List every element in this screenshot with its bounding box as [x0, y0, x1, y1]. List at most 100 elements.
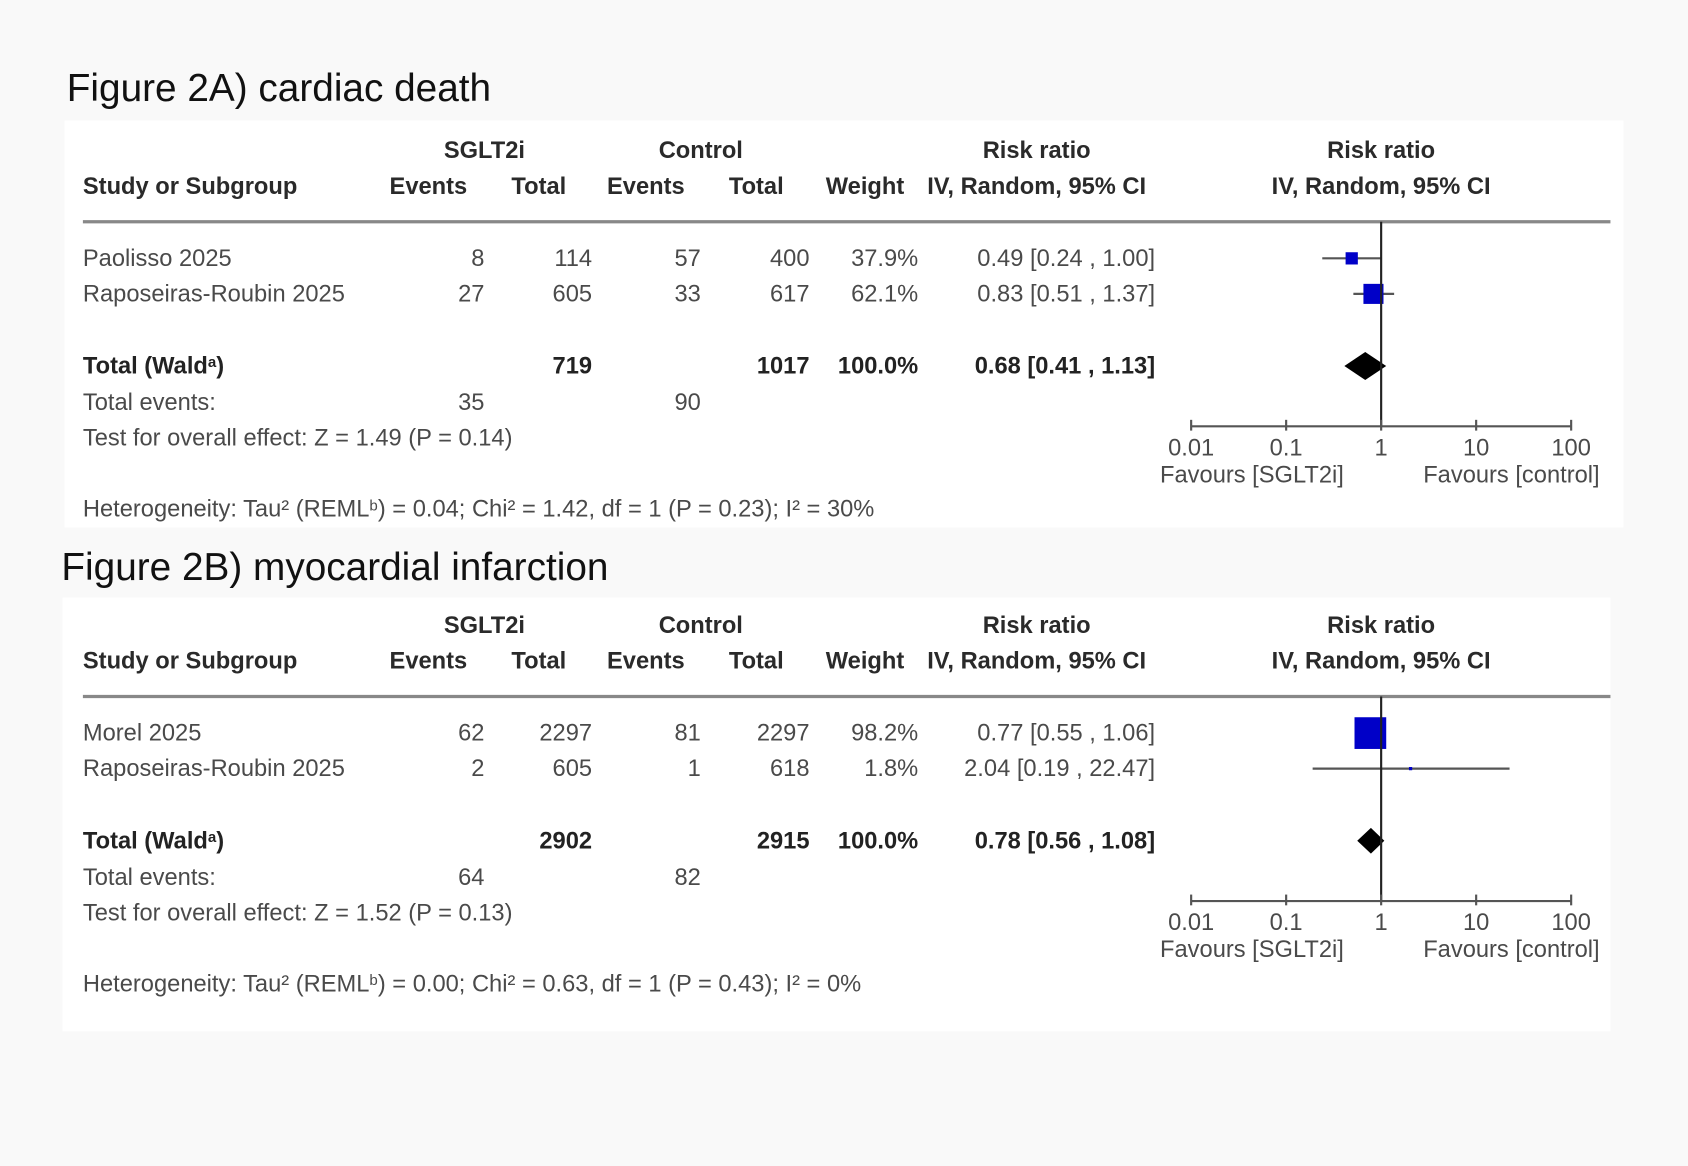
header-effect: Risk ratio	[982, 611, 1091, 639]
weight: 62.1%	[851, 279, 919, 307]
total-control: 618	[770, 754, 810, 782]
study-name: Morel 2025	[82, 719, 202, 747]
header-total-2: Total	[728, 646, 784, 674]
total-sglt2i: 605	[552, 754, 593, 782]
study-name: Raposeiras-Roubin 2025	[82, 279, 345, 307]
header-group1: SGLT2i	[443, 611, 525, 639]
total-sglt2i: 605	[552, 279, 593, 307]
total-events-sglt2i: 35	[458, 388, 485, 416]
header-effect-plot: Risk ratio	[1327, 136, 1436, 164]
header-total-1: Total	[511, 646, 567, 674]
risk-ratio-ci: 0.77 [0.55 , 1.06]	[977, 719, 1156, 747]
total-control: 617	[770, 279, 810, 307]
study-name: Raposeiras-Roubin 2025	[82, 754, 345, 782]
events-control: 57	[674, 244, 701, 272]
heterogeneity: Heterogeneity: Tau² (REMLb) = 0.00; Chi²…	[83, 970, 861, 998]
heterogeneity-sup: b	[369, 971, 378, 989]
heterogeneity-post: ) = 0.00; Chi² = 0.63, df = 1 (P = 0.43)…	[377, 969, 862, 997]
header-total-1: Total	[511, 172, 567, 200]
total-events-label: Total events:	[82, 863, 216, 891]
header-method: IV, Random, 95% CI	[927, 172, 1147, 200]
favours-left-label: Favours [SGLT2i]	[1160, 935, 1344, 963]
study-marker	[1363, 283, 1384, 304]
figure-title: Figure 2A) cardiac death	[66, 65, 492, 110]
events-sglt2i: 62	[458, 719, 485, 747]
forest-plot-panel	[62, 597, 1611, 1032]
total-events-control: 82	[674, 863, 701, 891]
header-group2: Control	[658, 611, 743, 639]
x-tick-label: 0.1	[1269, 908, 1303, 936]
total-events-label: Total events:	[82, 388, 216, 416]
x-tick-label: 0.1	[1269, 433, 1303, 461]
header-method-plot: IV, Random, 95% CI	[1271, 646, 1491, 674]
risk-ratio-ci: 2.04 [0.19 , 22.47]	[964, 754, 1156, 782]
heterogeneity-pre: Heterogeneity: Tau² (REML	[82, 969, 370, 997]
summary-diamond	[1357, 827, 1385, 854]
figure-title: Figure 2B) myocardial infarction	[61, 544, 609, 589]
header-method: IV, Random, 95% CI	[927, 646, 1147, 674]
header-weight: Weight	[825, 172, 905, 200]
header-method-plot: IV, Random, 95% CI	[1271, 172, 1491, 200]
header-total-2: Total	[728, 172, 784, 200]
x-tick-label: 10	[1462, 433, 1490, 461]
total-control: 400	[770, 244, 810, 272]
total-label-end: )	[216, 352, 225, 379]
total-events-control: 90	[674, 388, 701, 416]
total-ci: 0.78 [0.56 , 1.08]	[974, 826, 1156, 854]
total-label-end: )	[216, 826, 225, 854]
heterogeneity-pre: Heterogeneity: Tau² (REML	[82, 495, 370, 523]
risk-ratio-ci: 0.83 [0.51 , 1.37]	[977, 279, 1156, 307]
total-label-sup: a	[207, 353, 217, 371]
forest-plot-panel	[64, 120, 1624, 528]
overall-effect-test: Test for overall effect: Z = 1.49 (P = 0…	[82, 424, 513, 452]
total-ci: 0.68 [0.41 , 1.13]	[974, 352, 1156, 379]
total-weight: 100.0%	[837, 352, 919, 379]
total-sglt2i: 2902	[539, 826, 593, 854]
total-sglt2i: 2297	[539, 719, 593, 747]
total-label-sup: a	[207, 827, 217, 846]
x-tick-label: 1	[1374, 433, 1388, 461]
total-sglt2i: 114	[554, 244, 593, 272]
heterogeneity: Heterogeneity: Tau² (REMLb) = 0.04; Chi²…	[83, 495, 874, 523]
events-control: 81	[674, 719, 701, 747]
header-group1: SGLT2i	[443, 136, 525, 164]
header-study: Study or Subgroup	[82, 646, 298, 674]
total-events-sglt2i: 64	[458, 863, 485, 891]
study-marker	[1408, 767, 1413, 771]
x-tick-label: 1	[1374, 908, 1388, 936]
total-control: 1017	[756, 352, 810, 379]
header-study: Study or Subgroup	[82, 172, 298, 200]
weight: 37.9%	[851, 244, 919, 272]
weight: 98.2%	[851, 719, 919, 747]
summary-diamond	[1344, 352, 1387, 381]
total-control: 2297	[756, 719, 810, 747]
risk-ratio-ci: 0.49 [0.24 , 1.00]	[977, 244, 1156, 272]
favours-left-label: Favours [SGLT2i]	[1160, 460, 1344, 488]
header-effect-plot: Risk ratio	[1327, 611, 1436, 639]
events-sglt2i: 8	[471, 244, 485, 272]
x-tick-label: 10	[1462, 908, 1490, 936]
study-name: Paolisso 2025	[82, 244, 232, 272]
total-weight: 100.0%	[837, 826, 919, 854]
total-label-text: Total (Wald	[82, 826, 208, 854]
weight: 1.8%	[864, 754, 919, 782]
events-control: 1	[687, 754, 701, 782]
header-weight: Weight	[825, 646, 905, 674]
total-control: 2915	[756, 826, 810, 854]
events-control: 33	[674, 279, 701, 307]
x-tick-label: 100	[1551, 433, 1591, 461]
x-tick-label: 0.01	[1168, 908, 1215, 936]
x-tick-label: 100	[1551, 908, 1591, 936]
x-tick-label: 0.01	[1168, 433, 1215, 461]
heterogeneity-sup: b	[369, 496, 378, 514]
header-events-1: Events	[389, 646, 468, 674]
header-events-1: Events	[389, 172, 468, 200]
favours-right-label: Favours [control]	[1423, 935, 1600, 963]
study-marker	[1345, 252, 1358, 265]
events-sglt2i: 27	[458, 279, 485, 307]
total-label: Total (Walda)	[83, 827, 224, 855]
total-label-text: Total (Wald	[82, 352, 208, 379]
